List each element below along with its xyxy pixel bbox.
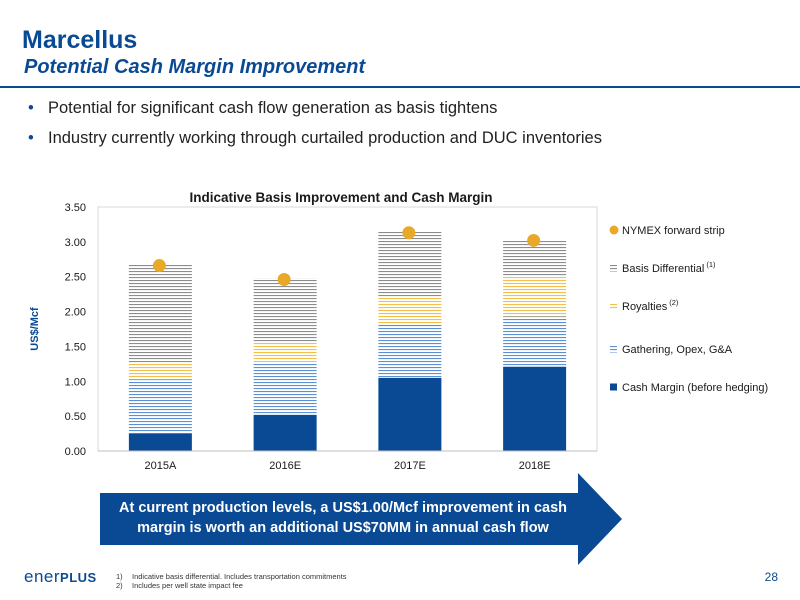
bar-segment	[378, 377, 442, 451]
footnotes: 1) Indicative basis differential. Include…	[116, 572, 347, 590]
legend-swatch	[610, 264, 617, 272]
x-tick-label: 2015A	[144, 460, 176, 472]
legend-label: NYMEX forward strip	[622, 225, 725, 237]
title-divider	[0, 86, 800, 88]
bar-segment	[378, 296, 442, 325]
bar-segment	[128, 379, 192, 434]
bullet-item: • Industry currently working through curt…	[28, 129, 602, 147]
bar-segment	[503, 276, 567, 317]
y-tick-label: 1.00	[65, 376, 86, 388]
y-tick-label: 0.50	[65, 411, 86, 423]
footnote: 1) Indicative basis differential. Include…	[116, 572, 347, 581]
x-tick-label: 2018E	[519, 460, 551, 472]
page-number: 28	[764, 570, 778, 584]
bar-segment	[128, 362, 192, 380]
legend-swatch	[610, 302, 617, 310]
bar-segment	[253, 278, 317, 343]
y-tick-label: 3.50	[65, 202, 86, 214]
y-tick-label: 2.00	[65, 307, 86, 319]
bullet-list: • Potential for significant cash flow gen…	[28, 99, 602, 159]
bar-segment	[253, 414, 317, 451]
y-axis-label: US$/Mcf	[29, 307, 41, 351]
nymex-marker	[152, 259, 166, 273]
bullet-icon: •	[28, 129, 34, 147]
y-tick-label: 0.00	[65, 446, 86, 458]
bullet-icon: •	[28, 99, 34, 117]
nymex-marker	[402, 226, 416, 240]
legend-swatch	[610, 383, 617, 391]
bar-segment	[378, 231, 442, 297]
page-subtitle: Potential Cash Margin Improvement	[24, 56, 366, 78]
callout-text: At current production levels, a US$1.00/…	[118, 500, 567, 536]
bar-segment	[128, 264, 192, 363]
nymex-marker	[277, 273, 291, 287]
bar-segment	[253, 342, 317, 363]
bar-segment	[503, 316, 567, 367]
bullet-item: • Potential for significant cash flow gen…	[28, 99, 498, 117]
x-tick-label: 2017E	[394, 460, 426, 472]
legend-swatch	[610, 345, 617, 353]
legend-label: Royalties (2)	[622, 298, 679, 313]
y-tick-label: 3.00	[65, 237, 86, 249]
page-title: Marcellus	[22, 26, 138, 54]
footnote: 2) Includes per well state impact fee	[116, 581, 243, 590]
chart-title: Indicative Basis Improvement and Cash Ma…	[189, 190, 492, 205]
legend-label: Cash Margin (before hedging)	[622, 382, 768, 394]
bar-segment	[378, 324, 442, 378]
x-tick-label: 2016E	[269, 460, 301, 472]
nymex-marker	[527, 233, 541, 247]
bar-segment	[503, 366, 567, 451]
callout-arrow	[100, 473, 622, 565]
legend-label: Basis Differential (1)	[622, 260, 716, 275]
legend-label: Gathering, Opex, G&A	[622, 344, 733, 356]
bar-segment	[128, 433, 192, 451]
company-logo: enerPLUS	[24, 567, 97, 586]
bar-segment	[253, 362, 317, 415]
y-tick-label: 1.50	[65, 341, 86, 353]
legend-marker-icon	[609, 225, 619, 235]
stacked-bar-chart: Indicative Basis Improvement and Cash Ma…	[29, 190, 768, 472]
y-tick-label: 2.50	[65, 272, 86, 284]
